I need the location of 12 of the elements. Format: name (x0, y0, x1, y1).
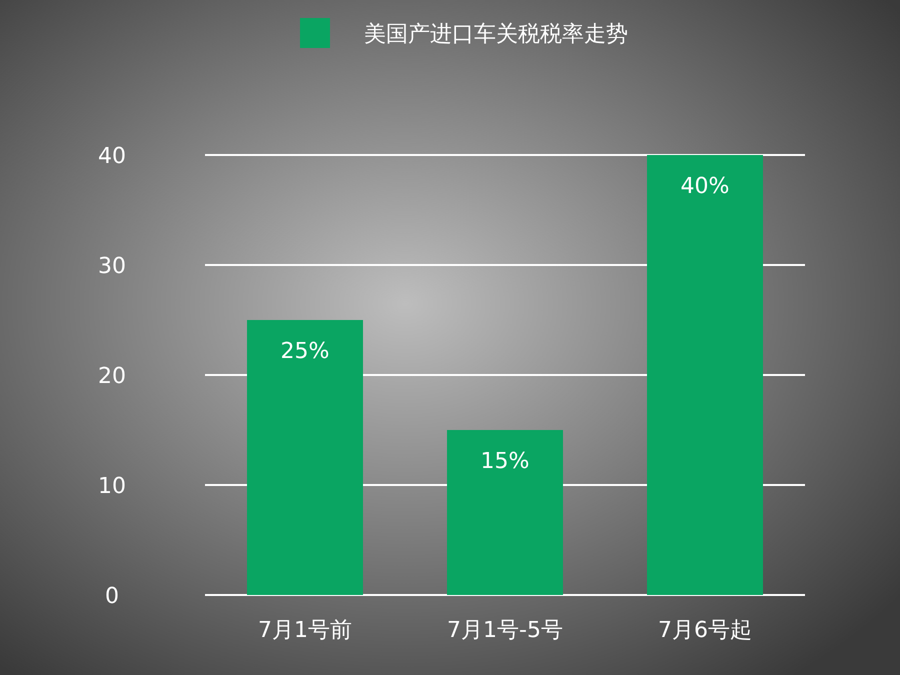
y-tick-label: 30 (98, 254, 126, 279)
data-label: 40% (680, 174, 730, 199)
data-label: 15% (480, 449, 530, 474)
x-tick-label: 7月6号起 (658, 618, 752, 643)
x-tick-label: 7月1号前 (258, 618, 352, 643)
y-tick-label: 40 (98, 144, 126, 169)
y-tick-label: 20 (98, 364, 126, 389)
y-tick-label: 0 (105, 584, 119, 609)
y-tick-label: 10 (98, 474, 126, 499)
data-label: 25% (280, 339, 330, 364)
x-tick-label: 7月1号-5号 (447, 618, 563, 643)
legend-label: 美国产进口车关税税率走势 (364, 22, 628, 47)
